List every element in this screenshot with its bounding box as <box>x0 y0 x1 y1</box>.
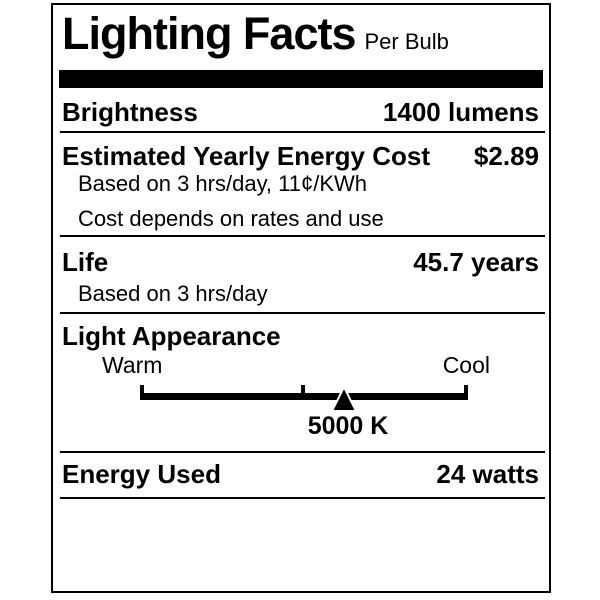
section-rule <box>60 312 545 314</box>
energy-cost-row: Estimated Yearly Energy Cost $2.89 <box>62 143 539 169</box>
energy-cost-value: $2.89 <box>473 141 539 171</box>
life-row: Life 45.7 years <box>62 249 539 275</box>
brightness-value: 1400 lumens <box>382 97 539 127</box>
scale-warm-label: Warm <box>102 352 163 378</box>
energy-used-value: 24 watts <box>436 459 539 489</box>
brightness-label: Brightness <box>62 97 198 127</box>
life-note: Based on 3 hrs/day <box>78 281 268 306</box>
title-divider-bar <box>59 70 543 88</box>
energy-cost-label: Estimated Yearly Energy Cost <box>62 141 431 171</box>
life-label: Life <box>62 247 109 277</box>
scale-endpoint-labels: Warm Cool <box>102 354 490 377</box>
brightness-row: Brightness 1400 lumens <box>62 99 539 125</box>
color-temperature-value: 5000 K <box>307 412 389 440</box>
section-rule <box>60 131 545 133</box>
scale-tick-left <box>140 385 144 400</box>
section-rule <box>60 235 545 237</box>
marker-triangle-icon <box>330 386 358 412</box>
energy-cost-note-2: Cost depends on rates and use <box>78 206 384 231</box>
energy-cost-note-1: Based on 3 hrs/day, 11¢/KWh <box>78 171 368 196</box>
scale-tick-right <box>464 385 468 400</box>
life-value: 45.7 years <box>413 247 539 277</box>
light-appearance-row: Light Appearance <box>62 323 539 349</box>
label-subtitle: Per Bulb <box>364 29 449 54</box>
title-row: Lighting Facts Per Bulb <box>62 11 539 56</box>
label-title: Lighting Facts <box>62 8 356 59</box>
scale-cool-label: Cool <box>442 352 490 378</box>
section-rule <box>60 451 545 453</box>
energy-used-row: Energy Used 24 watts <box>62 461 539 487</box>
energy-used-label: Energy Used <box>62 459 221 489</box>
light-appearance-label: Light Appearance <box>62 321 281 351</box>
scale-tick-middle <box>301 385 305 400</box>
lighting-facts-label: Lighting Facts Per Bulb Brightness 1400 … <box>51 3 551 593</box>
section-rule <box>60 497 545 499</box>
